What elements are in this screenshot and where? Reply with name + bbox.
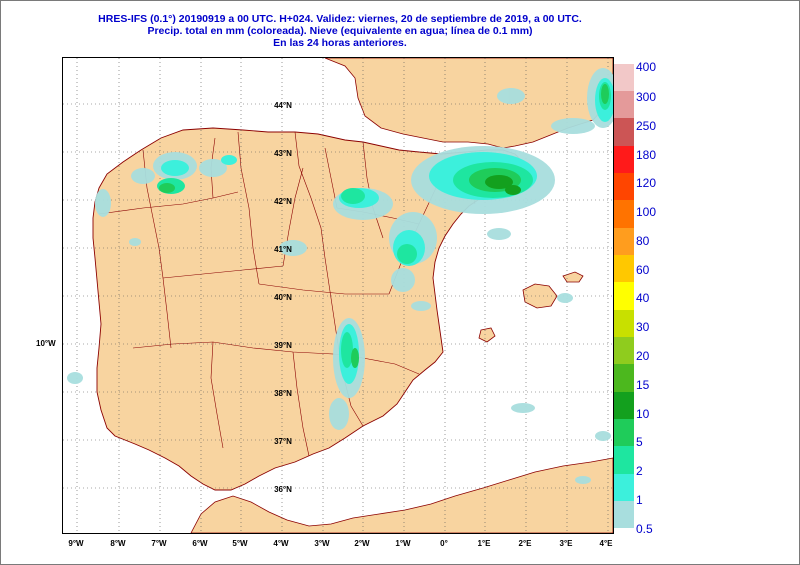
- lat-label-42: 42°N: [274, 197, 292, 206]
- title-line-2: Precip. total en mm (coloreada). Nieve (…: [147, 25, 533, 37]
- lat-label-37: 37°N: [274, 437, 292, 446]
- legend-swatch-20: [614, 337, 634, 364]
- legend-label-300: 300: [636, 90, 657, 104]
- lon-label-1e: 1°E: [477, 539, 491, 548]
- lon-label-0: 0°: [440, 539, 448, 548]
- lat-label-38: 38°N: [274, 389, 292, 398]
- legend-swatch-60: [614, 255, 634, 282]
- lon-label-8w: 8°W: [110, 539, 126, 548]
- legend-label-120: 120: [636, 176, 657, 190]
- map-svg: 44°N 43°N 42°N 41°N 40°N 39°N 38°N 37°N …: [63, 58, 613, 533]
- legend-label-30: 30: [636, 320, 650, 334]
- lon-label-4w: 4°W: [273, 539, 289, 548]
- lat-label-40: 40°N: [274, 293, 292, 302]
- precip-legend: [614, 64, 634, 528]
- legend-swatch-10: [614, 392, 634, 419]
- lat-label-44: 44°N: [274, 101, 292, 110]
- title-line-1: HRES-IFS (0.1°) 20190919 a 00 UTC. H+024…: [98, 13, 582, 25]
- legend-label-400: 400: [636, 60, 657, 74]
- land-france: [324, 58, 613, 149]
- legend-swatch-250: [614, 118, 634, 146]
- legend-swatch-2: [614, 446, 634, 474]
- lon-label-9w: 9°W: [68, 539, 84, 548]
- title-line-3: En las 24 horas anteriores.: [273, 37, 407, 49]
- legend-swatch-80: [614, 228, 634, 255]
- lon-label-1w: 1°W: [395, 539, 411, 548]
- lat-label-43: 43°N: [274, 149, 292, 158]
- lon-label-3e: 3°E: [559, 539, 573, 548]
- legend-label-80: 80: [636, 234, 650, 248]
- lat-label-39: 39°N: [274, 341, 292, 350]
- legend-swatch-15: [614, 364, 634, 392]
- precip-max: [485, 175, 521, 195]
- map-title: HRES-IFS (0.1°) 20190919 a 00 UTC. H+024…: [0, 13, 680, 49]
- legend-label-40: 40: [636, 291, 650, 305]
- legend-label-15: 15: [636, 378, 650, 392]
- legend-label-5: 5: [636, 435, 643, 449]
- legend-swatch-0-5: [614, 501, 634, 528]
- precipitation-map: 44°N 43°N 42°N 41°N 40°N 39°N 38°N 37°N …: [62, 57, 614, 534]
- legend-label-2: 2: [636, 464, 643, 478]
- legend-label-60: 60: [636, 263, 650, 277]
- lon-label-3w: 3°W: [314, 539, 330, 548]
- legend-label-20: 20: [636, 349, 650, 363]
- lon-label-6w: 6°W: [192, 539, 208, 548]
- legend-swatch-40: [614, 282, 634, 310]
- legend-label-0-5: 0.5: [636, 522, 653, 536]
- legend-label-10: 10: [636, 407, 650, 421]
- legend-swatch-100: [614, 200, 634, 228]
- legend-label-1: 1: [636, 493, 643, 507]
- lon-label-5w: 5°W: [232, 539, 248, 548]
- legend-label-250: 250: [636, 119, 657, 133]
- lat-label-41: 41°N: [274, 245, 292, 254]
- lon-label-7w: 7°W: [151, 539, 167, 548]
- legend-swatch-30: [614, 310, 634, 337]
- legend-label-100: 100: [636, 205, 657, 219]
- lat-label-36: 36°N: [274, 485, 292, 494]
- lon-label-10w: 10°W: [36, 339, 56, 348]
- island-menorca: [562, 271, 584, 283]
- legend-swatch-300: [614, 91, 634, 118]
- island-ibiza: [478, 327, 496, 343]
- lon-label-2e: 2°E: [518, 539, 532, 548]
- land-africa: [190, 457, 613, 533]
- lon-label-2w: 2°W: [354, 539, 370, 548]
- legend-swatch-1: [614, 474, 634, 501]
- legend-label-180: 180: [636, 148, 657, 162]
- lon-label-4e: 4°E: [599, 539, 613, 548]
- legend-swatch-400: [614, 64, 634, 91]
- legend-swatch-5: [614, 419, 634, 446]
- legend-swatch-120: [614, 173, 634, 200]
- legend-swatch-180: [614, 146, 634, 173]
- lat-labels: 44°N 43°N 42°N 41°N 40°N 39°N 38°N 37°N …: [274, 101, 292, 494]
